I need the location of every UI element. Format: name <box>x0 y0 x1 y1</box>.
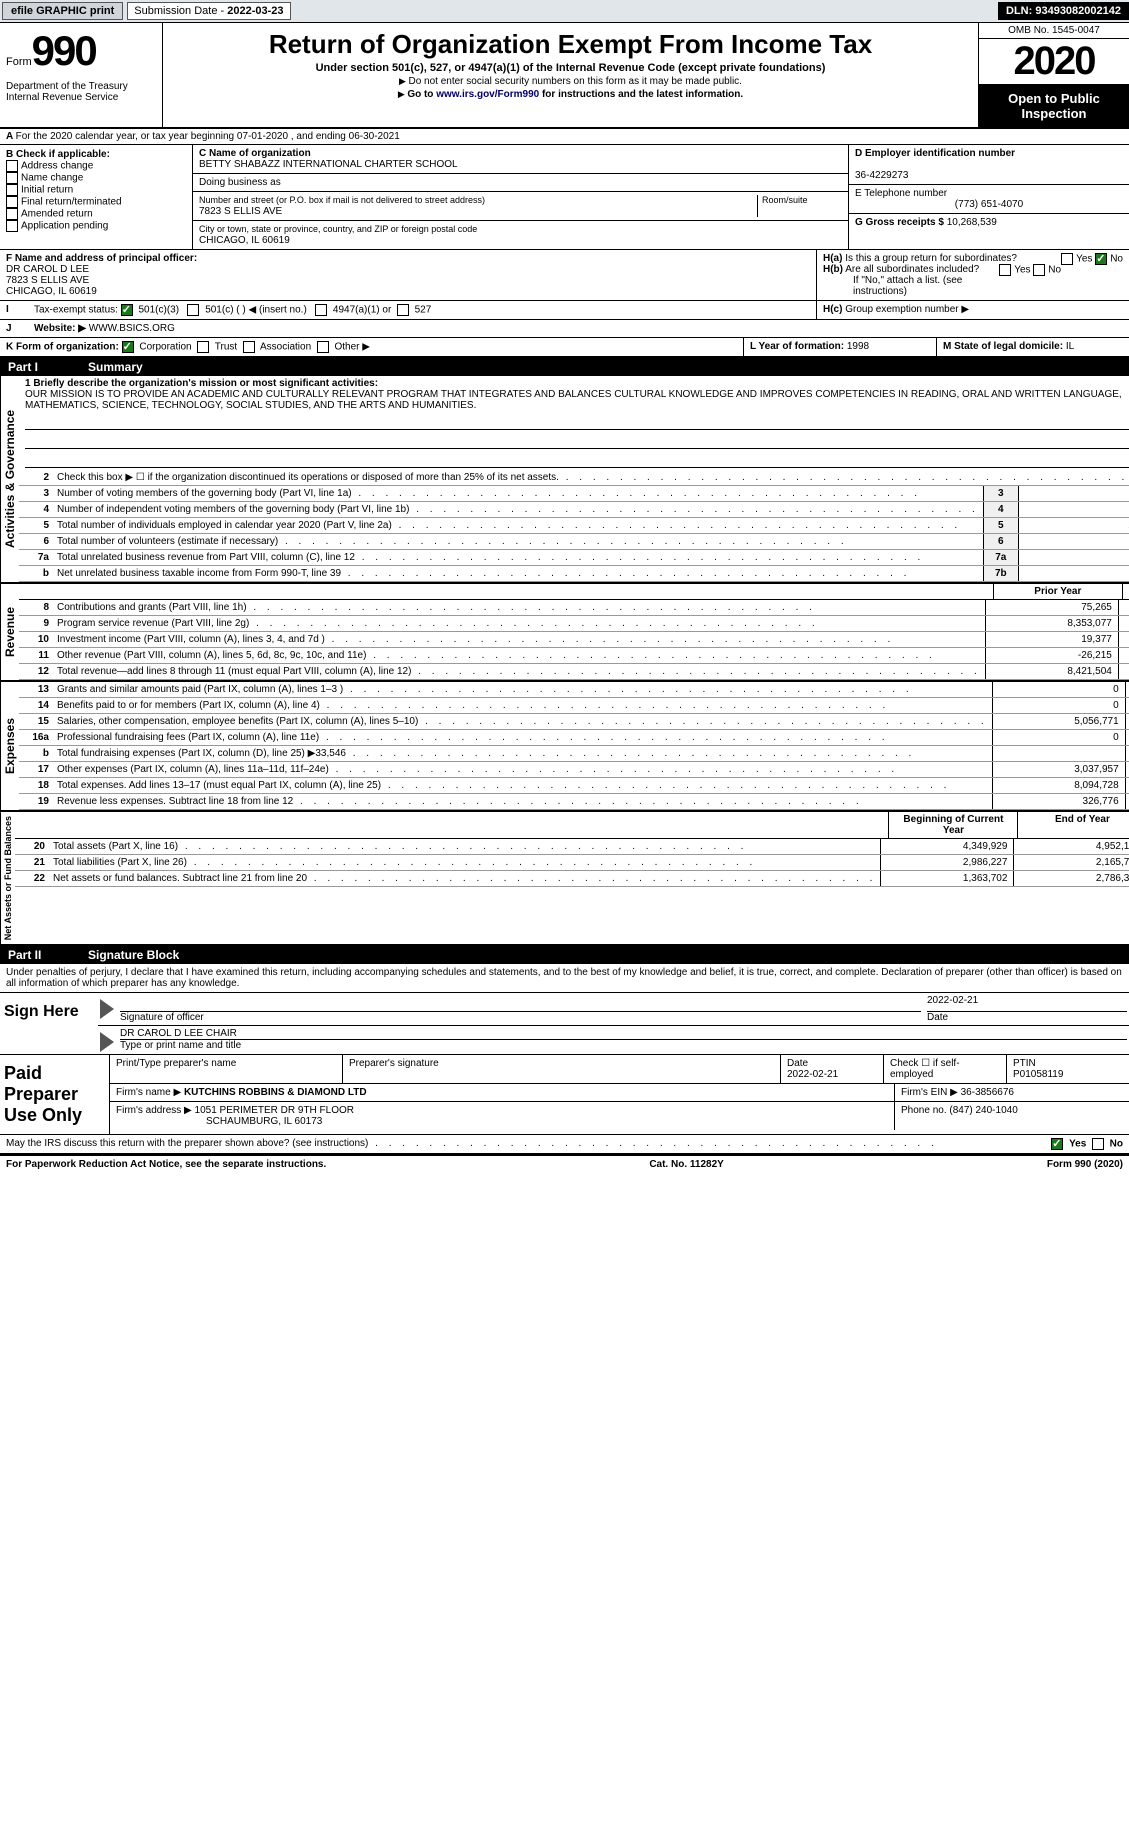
summary-line: 19Revenue less expenses. Subtract line 1… <box>19 794 1129 810</box>
dept-label: Department of the Treasury <box>6 81 156 92</box>
discuss-row: May the IRS discuss this return with the… <box>0 1135 1129 1155</box>
irs-link[interactable]: www.irs.gov/Form990 <box>436 89 539 100</box>
form-subtitle-1: Under section 501(c), 527, or 4947(a)(1)… <box>171 62 970 74</box>
sig-arrow-icon-2 <box>100 1032 114 1052</box>
page-footer: For Paperwork Reduction Act Notice, see … <box>0 1155 1129 1173</box>
sig-arrow-icon <box>100 999 114 1019</box>
paid-preparer-label: Paid Preparer Use Only <box>0 1055 110 1134</box>
summary-line: 15Salaries, other compensation, employee… <box>19 714 1129 730</box>
end-year-header: End of Year <box>1017 812 1129 838</box>
summary-line: 18Total expenses. Add lines 13–17 (must … <box>19 778 1129 794</box>
sidelabel-ag: Activities & Governance <box>0 376 19 582</box>
summary-line: 13Grants and similar amounts paid (Part … <box>19 682 1129 698</box>
open-to-public: Open to Public Inspection <box>979 85 1129 127</box>
paid-row-3: Firm's address ▶ 1051 PERIMETER DR 9TH F… <box>110 1102 1129 1130</box>
sidelabel-net: Net Assets or Fund Balances <box>0 812 15 944</box>
sig-date-label: Date <box>927 1012 1127 1023</box>
summary-line: 14Benefits paid to or for members (Part … <box>19 698 1129 714</box>
summary-line: 9Program service revenue (Part VIII, lin… <box>19 616 1129 632</box>
website-row: Website: ▶ WWW.BSICS.ORG <box>28 320 1129 337</box>
summary-line: 3Number of voting members of the governi… <box>19 486 1129 502</box>
part-2-header: Part IISignature Block <box>0 946 1129 964</box>
org-name-cell: C Name of organization BETTY SHABAZZ INT… <box>193 145 848 174</box>
sign-here-label: Sign Here <box>0 993 98 1054</box>
gross-receipts-cell: G Gross receipts $ 10,268,539 <box>849 214 1129 231</box>
dln-field: DLN: 93493082002142 <box>998 2 1129 20</box>
summary-line: bTotal fundraising expenses (Part IX, co… <box>19 746 1129 762</box>
part-1-header: Part ISummary <box>0 358 1129 376</box>
form-org-row: K Form of organization: Corporation Trus… <box>0 338 743 356</box>
sidelabel-exp: Expenses <box>0 682 19 810</box>
address-cell: Number and street (or P.O. box if mail i… <box>193 192 848 221</box>
year-formation: L Year of formation: 1998 <box>743 338 936 356</box>
officer-printed-name: DR CAROL D LEE CHAIR <box>120 1028 1127 1040</box>
summary-line: 8Contributions and grants (Part VIII, li… <box>19 600 1129 616</box>
h-group-cell: H(a) Is this a group return for subordin… <box>817 250 1129 300</box>
state-domicile: M State of legal domicile: IL <box>936 338 1129 356</box>
summary-line: 20Total assets (Part X, line 16)4,349,92… <box>15 839 1129 855</box>
summary-line: 17Other expenses (Part IX, column (A), l… <box>19 762 1129 778</box>
summary-line: 16aProfessional fundraising fees (Part I… <box>19 730 1129 746</box>
city-cell: City or town, state or province, country… <box>193 221 848 249</box>
tel-cell: E Telephone number (773) 651-4070 <box>849 185 1129 214</box>
submission-date-field: Submission Date - 2022-03-23 <box>127 2 290 20</box>
tax-year: 2020 <box>979 39 1129 85</box>
dba-cell: Doing business as <box>193 174 848 192</box>
summary-line: 2Check this box ▶ ☐ if the organization … <box>19 470 1129 486</box>
summary-line: 5Total number of individuals employed in… <box>19 518 1129 534</box>
row-a-tax-year: A For the 2020 calendar year, or tax yea… <box>0 129 1129 145</box>
paid-row-2: Firm's name ▶ KUTCHINS ROBBINS & DIAMOND… <box>110 1084 1129 1102</box>
sig-date-value: 2022-02-21 <box>927 995 1127 1012</box>
summary-line: 11Other revenue (Part VIII, column (A), … <box>19 648 1129 664</box>
summary-line: 21Total liabilities (Part X, line 26)2,9… <box>15 855 1129 871</box>
summary-line: bNet unrelated business taxable income f… <box>19 566 1129 582</box>
summary-line: 4Number of independent voting members of… <box>19 502 1129 518</box>
summary-line: 12Total revenue—add lines 8 through 11 (… <box>19 664 1129 680</box>
sidelabel-rev: Revenue <box>0 584 19 680</box>
form-number: 990 <box>32 27 96 75</box>
efile-print-btn[interactable]: efile GRAPHIC print <box>2 2 123 20</box>
form-subtitle-3: Go to www.irs.gov/Form990 for instructio… <box>171 89 970 100</box>
form-word: Form <box>6 56 32 68</box>
perjury-text: Under penalties of perjury, I declare th… <box>0 964 1129 993</box>
sig-officer-label: Signature of officer <box>120 1012 921 1023</box>
summary-line: 6Total number of volunteers (estimate if… <box>19 534 1129 550</box>
col-b-checkboxes: B Check if applicable: Address change Na… <box>0 145 193 249</box>
tax-exempt-row: Tax-exempt status: 501(c)(3) 501(c) ( ) … <box>28 301 816 319</box>
summary-line: 22Net assets or fund balances. Subtract … <box>15 871 1129 887</box>
hc-cell: H(c) Group exemption number ▶ <box>816 301 1129 319</box>
current-year-header: Current Year <box>1122 584 1129 599</box>
officer-cell: F Name and address of principal officer:… <box>0 250 817 300</box>
form-header: Form 990 Department of the Treasury Inte… <box>0 23 1129 129</box>
ein-cell: D Employer identification number 36-4229… <box>849 145 1129 185</box>
type-name-label: Type or print name and title <box>120 1040 1127 1051</box>
mission-block: 1 Briefly describe the organization's mi… <box>19 376 1129 470</box>
paid-row-1: Print/Type preparer's name Preparer's si… <box>110 1055 1129 1084</box>
form-subtitle-2: Do not enter social security numbers on … <box>171 76 970 87</box>
summary-line: 10Investment income (Part VIII, column (… <box>19 632 1129 648</box>
irs-label: Internal Revenue Service <box>6 92 156 103</box>
summary-line: 7aTotal unrelated business revenue from … <box>19 550 1129 566</box>
prior-year-header: Prior Year <box>993 584 1122 599</box>
begin-year-header: Beginning of Current Year <box>888 812 1017 838</box>
omb-number: OMB No. 1545-0047 <box>979 23 1129 39</box>
topbar: efile GRAPHIC print Submission Date - 20… <box>0 0 1129 23</box>
form-title: Return of Organization Exempt From Incom… <box>171 29 970 60</box>
